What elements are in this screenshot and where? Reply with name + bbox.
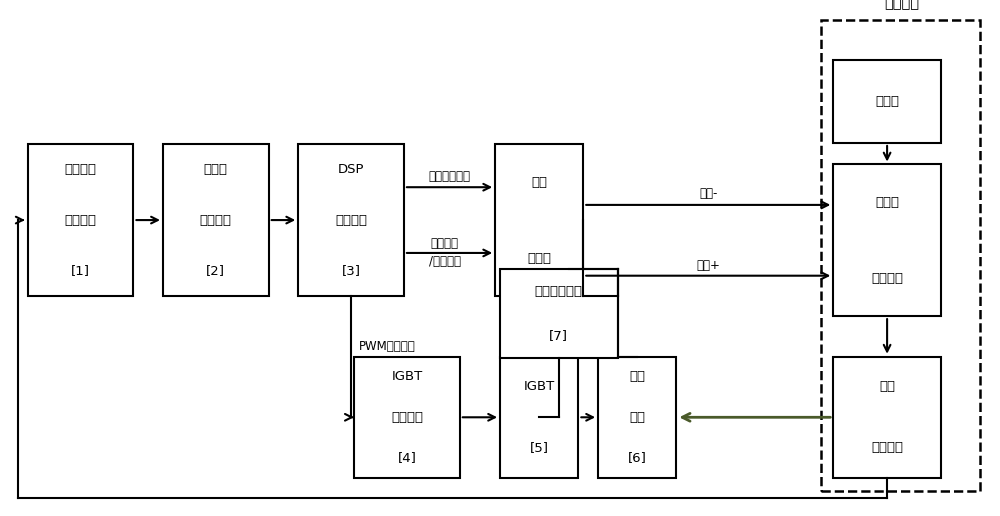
Text: 励磁绕组: 励磁绕组 (871, 272, 903, 285)
Text: 电机定子: 电机定子 (871, 441, 903, 454)
Bar (833, 165, 941, 316)
Text: [6]: [6] (628, 452, 647, 464)
Text: [3]: [3] (342, 264, 361, 277)
Bar (354, 357, 460, 478)
Text: 整流: 整流 (629, 411, 645, 424)
Bar (163, 144, 269, 296)
Bar (598, 357, 676, 478)
Text: [4]: [4] (397, 452, 416, 464)
Bar (833, 357, 941, 478)
Bar (28, 144, 133, 296)
Text: 处理电路: 处理电路 (335, 214, 367, 227)
Text: 电压: 电压 (531, 175, 547, 189)
Bar (821, 20, 980, 491)
Bar (833, 59, 941, 143)
Text: 三相电压: 三相电压 (65, 163, 97, 176)
Text: 励磁-: 励磁- (699, 187, 717, 200)
Text: 三级电机: 三级电机 (884, 0, 919, 10)
Bar (500, 357, 578, 478)
Text: 主发: 主发 (879, 380, 895, 393)
Text: /关断信号: /关断信号 (429, 255, 461, 268)
Text: 励磁+: 励磁+ (696, 259, 720, 271)
Text: 控制器: 控制器 (527, 251, 551, 265)
Text: 励磁机: 励磁机 (875, 196, 899, 209)
Text: [5]: [5] (530, 441, 549, 454)
Bar (298, 144, 404, 296)
Text: [1]: [1] (71, 264, 90, 277)
Text: [7]: [7] (549, 329, 568, 342)
Bar (500, 269, 618, 358)
Text: PWM控制信号: PWM控制信号 (359, 340, 416, 353)
Text: 驱动电路: 驱动电路 (391, 411, 423, 424)
Text: 计算电路: 计算电路 (200, 214, 232, 227)
Text: 灭磁投入: 灭磁投入 (431, 237, 459, 250)
Text: 全桥: 全桥 (629, 370, 645, 383)
Bar (495, 144, 583, 296)
Text: 有效値: 有效値 (204, 163, 228, 176)
Text: 永磁机: 永磁机 (875, 95, 899, 108)
Text: IGBT: IGBT (391, 370, 423, 383)
Text: [2]: [2] (206, 264, 225, 277)
Text: 功率吸收电阵: 功率吸收电阵 (535, 285, 583, 298)
Text: 采样电路: 采样电路 (65, 214, 97, 227)
Text: IGBT: IGBT (524, 380, 555, 393)
Text: 调压禁止信号: 调压禁止信号 (429, 170, 471, 183)
Text: DSP: DSP (338, 163, 364, 176)
